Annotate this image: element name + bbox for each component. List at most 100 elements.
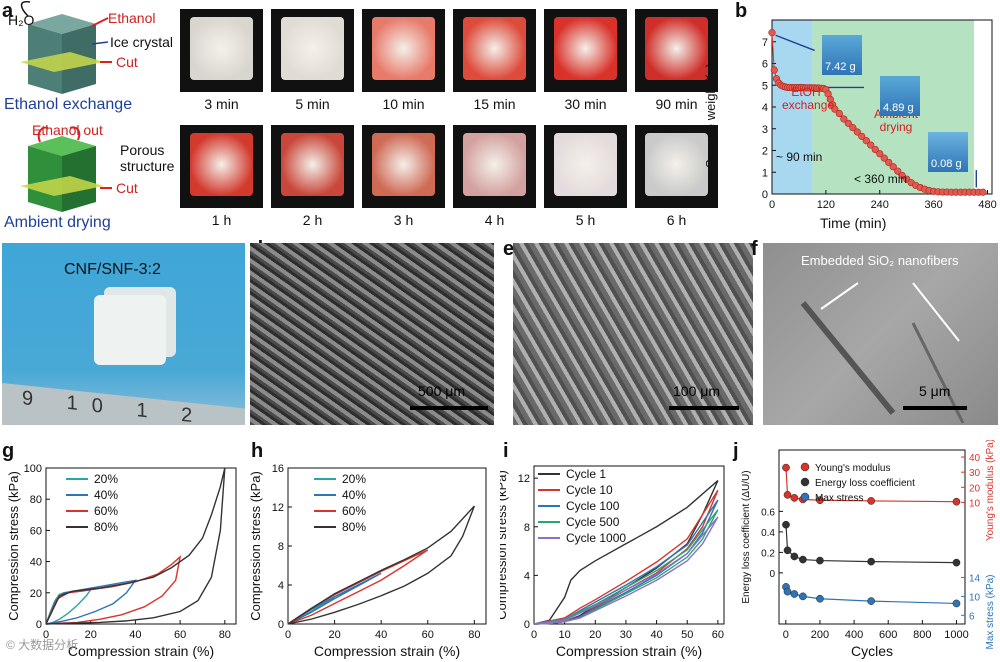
porous-label-line1: Porous xyxy=(120,142,165,158)
scale-label-f: 5 μm xyxy=(919,383,951,399)
sample-photo-r2-4 xyxy=(453,125,536,208)
panel-j-point xyxy=(783,587,792,596)
panel-b-ytick-label: 2 xyxy=(762,146,768,158)
panel-i-xtick-label: 40 xyxy=(650,629,662,641)
panel-j-point xyxy=(867,497,875,505)
panel-j-xtick-label: 600 xyxy=(879,629,897,641)
scale-bar-e xyxy=(669,406,739,410)
panel-j-point xyxy=(790,590,799,598)
panel-i-chart: 0 10 20 30 40 50 60 0 4 8 12 Compression strain (%)… xyxy=(500,465,725,659)
ethanol-arrow xyxy=(91,17,109,27)
panel-b-xlabel: Time (min) xyxy=(820,215,887,231)
panel-j-right-tick-label: 10 xyxy=(969,498,981,509)
sample-square xyxy=(281,17,344,80)
sample-photo-r1-4 xyxy=(453,9,536,92)
sample-photo-r1-2 xyxy=(271,9,354,92)
panel-j-point xyxy=(816,594,824,603)
panel-j-left-tick-label: 0 xyxy=(769,569,775,580)
weight-point-40 xyxy=(880,154,888,162)
panel-a-illustration xyxy=(20,0,112,212)
panel-i-frame xyxy=(533,465,725,625)
ambient-drying-caption: Ambient drying xyxy=(4,214,111,231)
sample-square xyxy=(190,17,253,80)
weight-point-37 xyxy=(867,141,875,149)
panel-j-legend-label-1: Young's modulus xyxy=(815,463,890,474)
time-label-r1-1: 3 min xyxy=(204,96,239,112)
weight-2-value: 4.89 g xyxy=(883,102,914,114)
ruler-numbers: 9 10 1 2 xyxy=(22,387,207,425)
panel-j-point xyxy=(799,555,807,564)
panel-b-ytick-label: 3 xyxy=(762,124,768,136)
panel-i-xtick-label: 0 xyxy=(531,629,537,641)
panel-i-xtick-label: 60 xyxy=(712,629,724,641)
panel-j-xtick-label: 800 xyxy=(913,629,931,641)
sample-square xyxy=(554,17,617,80)
panel-g-xtick-label: 80 xyxy=(219,629,231,641)
panel-h-chart: 0 20 40 60 80 0 4 8 12 16 Compression strain (%) Co… xyxy=(250,463,487,659)
panel-j-right-tick-label: 30 xyxy=(969,468,981,479)
panel-b-xtick-label: 360 xyxy=(924,199,942,211)
time-label-r2-6: 6 h xyxy=(666,212,687,228)
ethanol-out-label: Ethanol out xyxy=(32,122,103,138)
panel-h-legend-label-2: 40% xyxy=(342,488,366,502)
panel-j-right-tick-label: 40 xyxy=(969,453,981,464)
sample-square xyxy=(372,133,435,196)
time-label-r2-5: 5 h xyxy=(575,212,596,228)
panel-j-right-tick-label: 14 xyxy=(969,573,981,584)
etoh-line2: exchange xyxy=(782,98,835,112)
panel-g-legend-label-3: 60% xyxy=(94,504,118,518)
ethanol-out-arrow-right xyxy=(69,126,81,141)
panel-h-legend-label-4: 80% xyxy=(342,520,366,534)
panel-e-label: e xyxy=(503,238,515,260)
time-label-r2-3: 3 h xyxy=(393,212,414,228)
panel-j-left-tick-label: 0.4 xyxy=(761,528,775,539)
sample-square xyxy=(645,133,708,196)
watermark: © 大数据分析 xyxy=(6,638,79,652)
panel-h-ytick-label: 12 xyxy=(272,502,284,514)
panel-h-ytick-label: 8 xyxy=(278,541,284,553)
porous-label-line2: structure xyxy=(120,158,175,174)
sample-square xyxy=(554,133,617,196)
weight-point-34 xyxy=(853,128,861,136)
panel-j-xtick-label: 200 xyxy=(811,629,829,641)
panel-c-caption: CNF/SNF-3:2 xyxy=(64,261,161,278)
panel-h-ylabel: Compression stress (kPa) xyxy=(250,471,263,621)
sample-photo-r1-1 xyxy=(180,9,263,92)
ambient-line2: drying xyxy=(879,120,913,134)
weight-point-32 xyxy=(844,119,852,127)
panel-f-sem: Embedded SiO₂ nanofibers 5 μm xyxy=(763,243,998,425)
weight-photo-3: 0.08 g xyxy=(928,132,968,172)
panel-h-ytick-label: 0 xyxy=(278,619,284,631)
panel-b-ytick-label: 5 xyxy=(762,80,768,92)
etoh-duration: ~ 90 min xyxy=(776,150,823,164)
panel-b-ytick-label: 1 xyxy=(762,167,768,179)
panel-i-label: i xyxy=(503,440,509,462)
panel-b-xtick-label: 0 xyxy=(769,199,775,211)
panel-g-ylabel: Compression stress (kPa) xyxy=(6,471,21,621)
panel-j-xtick-label: 1000 xyxy=(944,629,968,641)
panel-g-legend-label-2: 40% xyxy=(94,488,118,502)
panel-j-frame xyxy=(778,449,966,625)
panel-g-chart: 0 20 40 60 80 0 20 40 60 80 100 Compression strain … xyxy=(6,463,237,659)
time-label-r2-4: 4 h xyxy=(484,212,505,228)
ethanol-out-arrow-left xyxy=(37,126,49,143)
panel-j-ylabel-right-top: Young's modulus (kPa) xyxy=(985,440,996,541)
time-label-r2-2: 2 h xyxy=(302,212,323,228)
panel-h-xtick-label: 40 xyxy=(375,629,387,641)
panel-h-xtick-label: 60 xyxy=(422,629,434,641)
weight-point-42 xyxy=(889,163,897,171)
sample-square xyxy=(463,17,526,80)
weight-3-value: 0.08 g xyxy=(931,158,962,170)
scale-label-e: 100 μm xyxy=(673,383,720,399)
panel-j-ylabel-right-bottom: Max stress (kPa) xyxy=(985,574,996,649)
panel-h-xtick-label: 80 xyxy=(468,629,480,641)
panel-j-point xyxy=(816,556,824,565)
panel-i-ytick-label: 8 xyxy=(524,522,530,534)
panel-i-series-4 xyxy=(533,509,719,625)
panel-f-label: f xyxy=(751,238,758,260)
sample-photo-r2-3 xyxy=(362,125,445,208)
panel-c-photo: CNF/SNF-3:2 9 10 1 2 xyxy=(2,243,245,425)
ruler: 9 10 1 2 xyxy=(2,383,245,425)
panel-g-label: g xyxy=(2,440,15,462)
weight-point-43 xyxy=(894,167,902,175)
